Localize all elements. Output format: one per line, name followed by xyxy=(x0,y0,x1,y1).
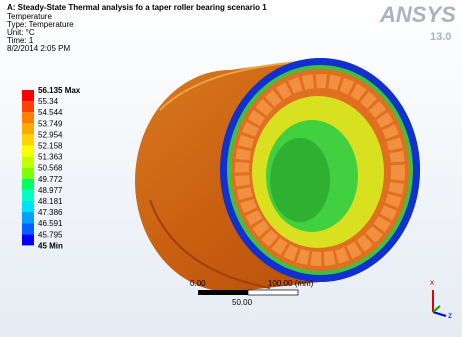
legend-swatch xyxy=(22,146,34,157)
legend-swatch xyxy=(22,134,34,145)
legend-swatch xyxy=(22,123,34,134)
legend-label: 52.954 xyxy=(38,130,63,139)
viewport: A: Steady-State Thermal analysis fo a ta… xyxy=(0,0,462,337)
legend-label: 54.544 xyxy=(38,108,63,117)
logo-brand: ANSYS xyxy=(379,2,456,27)
legend-label: 45.795 xyxy=(38,230,63,239)
legend-swatch xyxy=(22,179,34,190)
scale-end: 100.00 (mm) xyxy=(268,279,314,288)
legend-label: 55.34 xyxy=(38,97,59,106)
legend-swatch xyxy=(22,234,34,245)
triad-z: z xyxy=(448,311,452,320)
legend-swatch xyxy=(22,157,34,168)
legend-label: 47.386 xyxy=(38,208,63,217)
scale-segment xyxy=(198,290,248,295)
legend-label: 49.772 xyxy=(38,175,63,184)
legend-label: 48.181 xyxy=(38,197,63,206)
legend-swatch xyxy=(22,190,34,201)
info-line: 8/2/2014 2:05 PM xyxy=(7,44,70,53)
legend-label: 45 Min xyxy=(38,241,63,250)
scale-middle: 50.00 xyxy=(232,298,253,307)
logo-version: 13.0 xyxy=(430,31,451,43)
bearing-model xyxy=(135,58,420,292)
legend-swatch xyxy=(22,201,34,212)
title: A: Steady-State Thermal analysis fo a ta… xyxy=(7,3,267,12)
legend-label: 52.158 xyxy=(38,142,63,151)
legend-swatch xyxy=(22,168,34,179)
legend-label: 48.977 xyxy=(38,186,63,195)
scale-segment xyxy=(248,290,298,295)
legend-swatch xyxy=(22,223,34,234)
legend-swatch xyxy=(22,101,34,112)
scale-start: 0.00 xyxy=(190,279,206,288)
legend-swatch xyxy=(22,112,34,123)
legend-swatch xyxy=(22,90,34,101)
legend-label: 56.135 Max xyxy=(38,86,81,95)
legend-label: 50.568 xyxy=(38,164,63,173)
bore-shadow xyxy=(270,138,330,222)
legend-label: 53.749 xyxy=(38,119,63,128)
legend-swatch xyxy=(22,212,34,223)
triad-x: x xyxy=(430,278,434,287)
legend-label: 46.591 xyxy=(38,219,63,228)
legend-label: 51.363 xyxy=(38,153,63,162)
